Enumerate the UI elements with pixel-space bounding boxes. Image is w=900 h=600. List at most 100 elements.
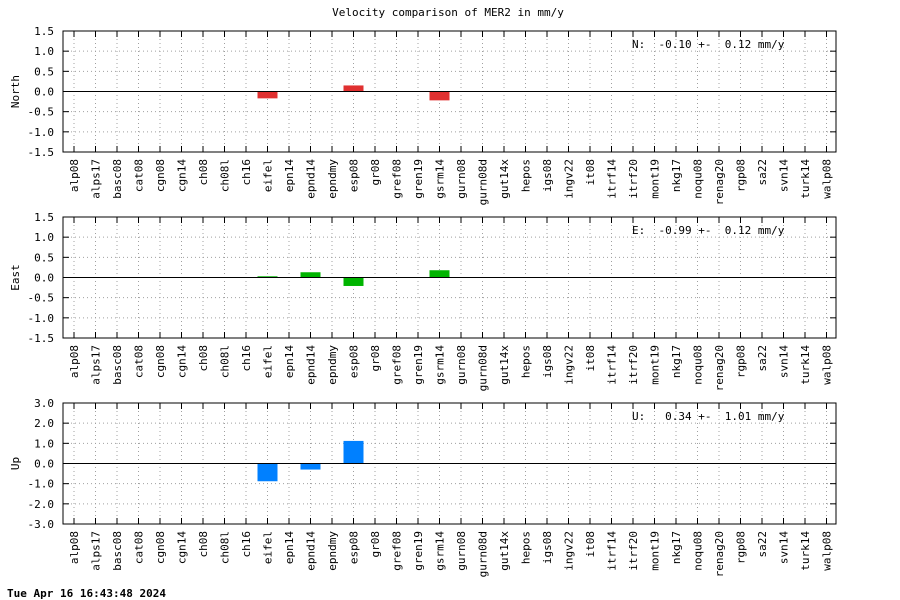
x-tick-label: gref08 [391,345,404,385]
stats-annotation: E: -0.99 +- 0.12 mm/y [632,224,785,237]
stats-annotation: U: 0.34 +- 1.01 mm/y [632,410,785,423]
x-tick-label: turk14 [799,531,812,571]
y-axis-label: North [9,75,22,108]
x-tick-label: cgn14 [176,159,189,192]
x-tick-label: gurn08d [477,531,490,577]
y-tick-label: 1.0 [34,45,54,58]
x-tick-label: gr08 [369,159,382,186]
x-tick-label: epndmy [326,531,339,571]
bar-eifel [257,276,278,278]
bar-epnd14 [300,272,321,278]
x-tick-label: epndmy [326,345,339,385]
x-tick-label: ch08l [219,345,232,378]
x-tick-label: gsrm14 [434,345,447,385]
x-tick-label: gren19 [412,159,425,199]
x-tick-label: sa22 [756,531,769,558]
bar-esp08 [343,440,364,464]
y-tick-label: 0.0 [34,86,54,99]
x-tick-label: hepos [520,531,533,564]
timestamp: Tue Apr 16 16:43:48 2024 [7,587,166,600]
x-tick-label: sa22 [756,345,769,372]
chart-panel-east: 1.5 1.0 0.5 0.0 -0.5 -1.0 -1.5 alp08 alps17 basc0… [9,211,837,391]
x-tick-label: ingv22 [563,345,576,385]
y-tick-label: -1.0 [28,312,55,325]
x-tick-label: epnd14 [305,531,318,571]
x-tick-label: alp08 [68,159,81,192]
bar-epnd14 [300,463,321,470]
y-tick-label: 0.0 [34,458,54,471]
x-tick-label: mont19 [649,531,662,571]
y-axis-label: Up [9,457,22,470]
x-tick-label: rgp08 [735,345,748,378]
x-tick-label: ingv22 [563,159,576,199]
x-tick-label: walp08 [821,345,834,385]
x-tick-label: basc08 [111,345,124,385]
x-tick-label: cgn08 [154,345,167,378]
y-tick-label: 1.5 [34,211,54,224]
x-tick-label: itrf14 [606,159,619,199]
x-tick-label: alp08 [68,345,81,378]
x-tick-label: itrf14 [606,345,619,385]
x-tick-label: noqu08 [692,531,705,571]
x-tick-label: noqu08 [692,345,705,385]
y-tick-label: 1.5 [34,25,54,38]
chart-title: Velocity comparison of MER2 in mm/y [332,6,564,19]
x-tick-label: gren19 [412,531,425,571]
x-tick-label: gurn08 [455,159,468,199]
x-tick-label: itrf14 [606,531,619,571]
x-tick-label: walp08 [821,159,834,199]
x-tick-label: turk14 [799,345,812,385]
y-tick-label: -3.0 [28,518,55,531]
x-tick-label: cat08 [133,531,146,564]
x-tick-label: cgn14 [176,531,189,564]
x-tick-label: esp08 [348,159,361,192]
x-tick-label: gut14x [498,531,511,571]
x-tick-label: alps17 [90,159,103,199]
x-tick-label: igs08 [541,345,554,378]
y-tick-label: -1.0 [28,126,55,139]
x-tick-label: gut14x [498,159,511,199]
x-tick-label: mont19 [649,345,662,385]
chart-panel-up: 3.0 2.0 1.0 0.0 -1.0 -2.0 -3.0 alp08 alps17 basc0… [9,397,837,577]
x-tick-label: noqu08 [692,159,705,199]
x-tick-label: cgn14 [176,345,189,378]
y-tick-label: -1.0 [28,478,55,491]
x-tick-label: sa22 [756,159,769,186]
x-tick-label: alps17 [90,531,103,571]
x-tick-label: ch16 [240,159,253,186]
x-tick-label: epnd14 [305,345,318,385]
bar-gsrm14 [429,91,450,101]
x-tick-label: igs08 [541,159,554,192]
x-tick-label: gurn08d [477,159,490,205]
x-tick-label: rgp08 [735,159,748,192]
x-tick-label: cat08 [133,345,146,378]
x-tick-label: ch16 [240,531,253,558]
x-tick-label: nkg17 [670,159,683,192]
bar-gsrm14 [429,270,450,278]
x-tick-label: esp08 [348,531,361,564]
x-tick-label: mont19 [649,159,662,199]
x-tick-label: renag20 [713,345,726,391]
x-tick-label: eifel [262,345,275,378]
x-tick-label: gr08 [369,345,382,372]
x-tick-label: ch16 [240,345,253,372]
y-tick-label: 0.5 [34,251,54,264]
x-tick-label: itrf20 [627,345,640,385]
x-tick-label: epnd14 [305,159,318,199]
x-tick-label: renag20 [713,159,726,205]
x-tick-label: ch08 [197,345,210,372]
y-tick-label: -2.0 [28,498,55,511]
x-tick-label: nkg17 [670,345,683,378]
x-tick-label: cat08 [133,159,146,192]
x-tick-label: gref08 [391,159,404,199]
y-tick-label: -0.5 [28,292,55,305]
x-tick-label: itrf20 [627,531,640,571]
stats-annotation: N: -0.10 +- 0.12 mm/y [632,38,785,51]
x-tick-label: svn14 [778,159,791,192]
y-tick-label: -1.5 [28,332,55,345]
x-tick-label: gref08 [391,531,404,571]
y-tick-label: 0.0 [34,272,54,285]
chart-panel-north: 1.5 1.0 0.5 0.0 -0.5 -1.0 -1.5 alp08 alps17 basc0… [9,25,837,205]
x-tick-label: eifel [262,159,275,192]
y-tick-label: -1.5 [28,146,55,159]
